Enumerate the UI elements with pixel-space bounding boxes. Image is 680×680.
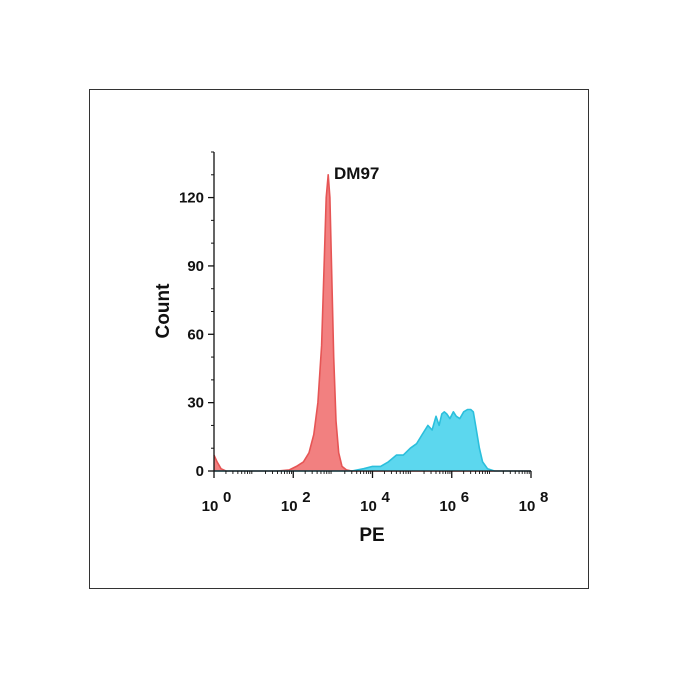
series-1-line [213, 174, 531, 472]
x-tick-label: 10 [281, 498, 298, 515]
series-2-area [214, 409, 531, 471]
series-layer [213, 174, 531, 472]
x-tick-exponent: 8 [540, 489, 548, 506]
x-tick-label: 10 [439, 498, 456, 515]
y-tick-label: 90 [187, 258, 204, 275]
x-tick-exponent: 6 [461, 489, 469, 506]
x-tick-exponent: 4 [382, 489, 391, 506]
x-tick-label: 10 [360, 498, 377, 515]
x-tick-exponent: 0 [223, 489, 231, 506]
x-axis-title: PE [359, 525, 384, 546]
x-tick-exponent: 2 [302, 489, 310, 506]
x-tick-label: 10 [202, 498, 219, 515]
series-1-area [214, 174, 531, 472]
y-tick-label: 60 [187, 326, 204, 343]
y-axis-title: Count [153, 283, 174, 339]
y-tick-label: 0 [196, 463, 204, 480]
x-tick-label: 10 [519, 498, 536, 515]
y-tick-label: 30 [187, 395, 204, 412]
series-2-line [214, 408, 531, 472]
chart-title: DM97 [334, 164, 379, 183]
y-tick-label: 120 [179, 190, 204, 207]
figure-frame: 0 30 60 90 120 10 0 10 2 10 4 10 6 10 8 DM97 PE Count [89, 89, 589, 589]
